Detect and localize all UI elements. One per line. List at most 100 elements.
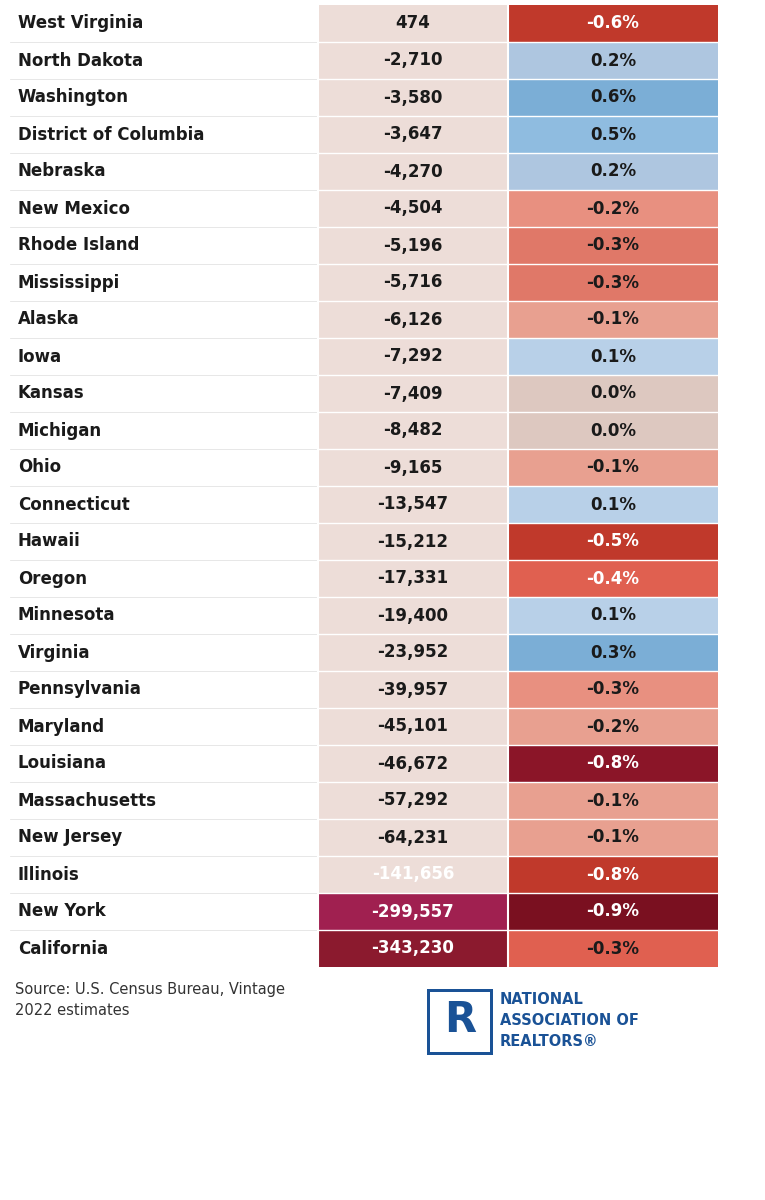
Text: -17,331: -17,331 [377, 570, 448, 588]
Text: -0.5%: -0.5% [587, 533, 640, 551]
Bar [10, 338, 318, 374]
Text: Connecticut: Connecticut [18, 496, 130, 514]
Bar [508, 264, 718, 301]
Bar [318, 671, 508, 708]
Text: -0.9%: -0.9% [587, 902, 640, 920]
Bar [508, 116, 718, 152]
Bar [318, 745, 508, 782]
Bar [318, 338, 508, 374]
Bar [318, 116, 508, 152]
Bar [10, 374, 318, 412]
Bar [318, 79, 508, 116]
Bar [318, 190, 508, 227]
Text: -0.2%: -0.2% [587, 199, 640, 217]
Text: -2,710: -2,710 [383, 52, 443, 70]
Text: -0.3%: -0.3% [587, 274, 640, 292]
Bar [318, 856, 508, 893]
Text: 0.0%: 0.0% [590, 384, 636, 402]
Bar [318, 264, 508, 301]
Text: -0.3%: -0.3% [587, 236, 640, 254]
Text: -57,292: -57,292 [377, 792, 448, 810]
Bar [10, 745, 318, 782]
Text: Massachusetts: Massachusetts [18, 792, 157, 810]
Text: -3,580: -3,580 [383, 89, 443, 107]
Text: -6,126: -6,126 [383, 311, 443, 329]
Text: District of Columbia: District of Columbia [18, 126, 204, 144]
Text: -299,557: -299,557 [372, 902, 454, 920]
Bar [318, 374, 508, 412]
Bar [10, 596, 318, 634]
Text: Pennsylvania: Pennsylvania [18, 680, 142, 698]
Text: 0.1%: 0.1% [590, 496, 636, 514]
Bar [10, 116, 318, 152]
Bar [10, 449, 318, 486]
Text: NATIONAL
ASSOCIATION OF
REALTORS®: NATIONAL ASSOCIATION OF REALTORS® [500, 992, 639, 1049]
Text: -0.8%: -0.8% [587, 755, 640, 773]
Text: -46,672: -46,672 [377, 755, 448, 773]
Bar [508, 782, 718, 818]
Bar [318, 523, 508, 560]
Text: -45,101: -45,101 [378, 718, 448, 736]
Text: -0.3%: -0.3% [587, 680, 640, 698]
Text: Minnesota: Minnesota [18, 606, 116, 624]
Text: Mississippi: Mississippi [18, 274, 120, 292]
Text: -0.1%: -0.1% [587, 311, 640, 329]
Bar [508, 374, 718, 412]
Text: 0.3%: 0.3% [590, 643, 636, 661]
Bar [10, 42, 318, 79]
Bar [427, 989, 493, 1055]
Bar [318, 560, 508, 596]
Bar [508, 818, 718, 856]
Bar [10, 152, 318, 190]
Bar [508, 5, 718, 42]
Text: -13,547: -13,547 [377, 496, 448, 514]
Text: California: California [18, 940, 108, 958]
Text: Oregon: Oregon [18, 570, 87, 588]
Text: -0.6%: -0.6% [587, 14, 640, 32]
Bar [318, 42, 508, 79]
Bar [508, 338, 718, 374]
Bar [508, 634, 718, 671]
Text: -4,504: -4,504 [383, 199, 443, 217]
Text: 0.1%: 0.1% [590, 606, 636, 624]
Bar [508, 596, 718, 634]
Text: -23,952: -23,952 [377, 643, 448, 661]
Bar [10, 301, 318, 338]
Bar [508, 930, 718, 967]
Bar [430, 992, 490, 1052]
Bar [10, 190, 318, 227]
Bar [318, 227, 508, 264]
Bar [10, 671, 318, 708]
Text: Nebraska: Nebraska [18, 162, 106, 180]
Bar [508, 152, 718, 190]
Bar [10, 79, 318, 116]
Text: -0.1%: -0.1% [587, 458, 640, 476]
Text: -5,196: -5,196 [383, 236, 443, 254]
Bar [10, 818, 318, 856]
Text: -141,656: -141,656 [372, 865, 454, 883]
Text: Alaska: Alaska [18, 311, 80, 329]
Text: -19,400: -19,400 [377, 606, 448, 624]
Text: -0.1%: -0.1% [587, 828, 640, 846]
Text: -0.1%: -0.1% [587, 792, 640, 810]
Text: -8,482: -8,482 [383, 421, 443, 439]
Text: -39,957: -39,957 [377, 680, 448, 698]
Text: New York: New York [18, 902, 106, 920]
Text: -0.8%: -0.8% [587, 865, 640, 883]
Bar [508, 227, 718, 264]
Text: 474: 474 [396, 14, 431, 32]
Bar [508, 190, 718, 227]
Bar [508, 856, 718, 893]
Bar [318, 818, 508, 856]
Bar [508, 708, 718, 745]
Bar [10, 708, 318, 745]
Text: Virginia: Virginia [18, 643, 90, 661]
Text: Maryland: Maryland [18, 718, 105, 736]
Text: -4,270: -4,270 [383, 162, 443, 180]
Text: -9,165: -9,165 [383, 458, 443, 476]
Bar [508, 449, 718, 486]
Bar [318, 449, 508, 486]
Text: North Dakota: North Dakota [18, 52, 143, 70]
Bar [318, 708, 508, 745]
Bar [10, 560, 318, 596]
